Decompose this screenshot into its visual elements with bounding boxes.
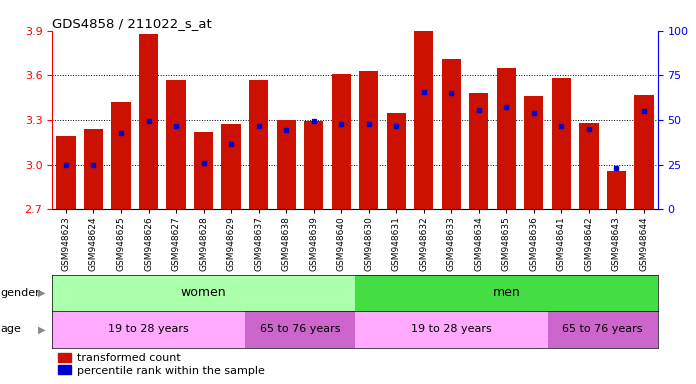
Bar [548, 311, 658, 348]
Bar [579, 123, 599, 209]
Bar [607, 170, 626, 209]
Bar [442, 59, 461, 209]
Text: age: age [1, 324, 22, 334]
Bar [355, 311, 548, 348]
Bar [304, 121, 324, 209]
Bar [56, 136, 76, 209]
Text: 19 to 28 years: 19 to 28 years [411, 324, 491, 334]
Bar [634, 95, 654, 209]
Bar [249, 80, 268, 209]
Text: 65 to 76 years: 65 to 76 years [562, 324, 643, 334]
Bar [166, 80, 186, 209]
Bar [52, 275, 355, 311]
Text: ▶: ▶ [38, 324, 45, 334]
Text: ▶: ▶ [38, 288, 45, 298]
Bar [355, 275, 658, 311]
Bar [139, 34, 158, 209]
Bar [469, 93, 489, 209]
Text: men: men [493, 286, 520, 299]
Bar [276, 120, 296, 209]
Bar [414, 31, 434, 209]
Bar [245, 311, 355, 348]
Legend: transformed count, percentile rank within the sample: transformed count, percentile rank withi… [58, 353, 264, 376]
Bar [52, 311, 245, 348]
Bar [524, 96, 544, 209]
Text: 19 to 28 years: 19 to 28 years [108, 324, 189, 334]
Text: women: women [181, 286, 226, 299]
Text: gender: gender [1, 288, 40, 298]
Bar [111, 102, 131, 209]
Bar [497, 68, 516, 209]
Bar [221, 124, 241, 209]
Bar [386, 113, 406, 209]
Bar [194, 132, 213, 209]
Bar [84, 129, 103, 209]
Text: GDS4858 / 211022_s_at: GDS4858 / 211022_s_at [52, 17, 212, 30]
Bar [552, 78, 571, 209]
Bar [331, 74, 351, 209]
Bar [359, 71, 379, 209]
Text: 65 to 76 years: 65 to 76 years [260, 324, 340, 334]
